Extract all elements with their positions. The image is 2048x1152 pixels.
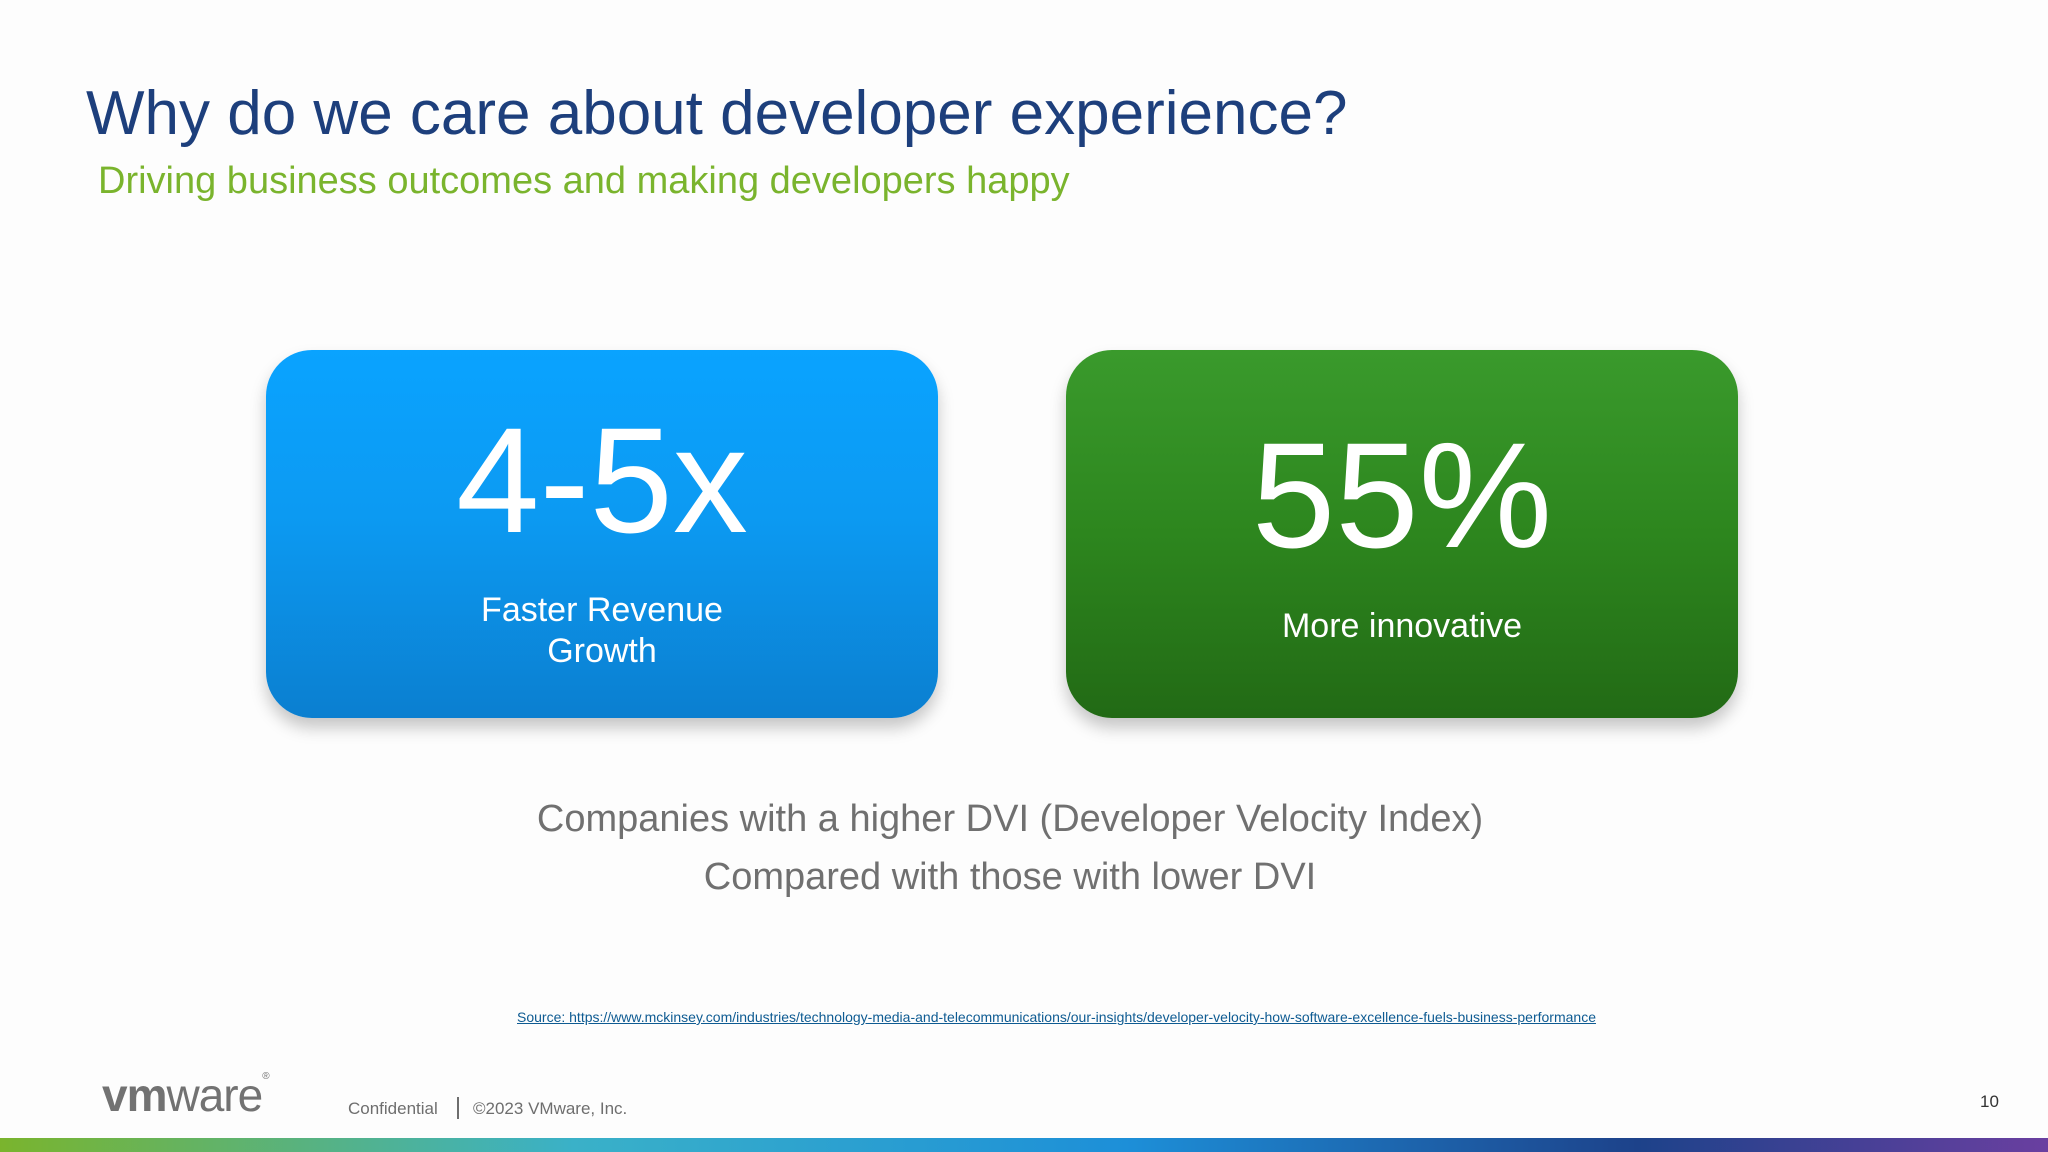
- logo-registered-mark: ®: [262, 1071, 269, 1082]
- stat-card-innovation: 55% More innovative: [1066, 350, 1738, 718]
- page-number: 10: [1980, 1092, 1999, 1111]
- vmware-logo: vmware®: [102, 1069, 270, 1121]
- stat-label-revenue: Faster Revenue Growth: [266, 590, 938, 672]
- source-link[interactable]: Source: https://www.mckinsey.com/industr…: [517, 1009, 1596, 1025]
- stat-card-revenue: 4-5x Faster Revenue Growth: [266, 350, 938, 718]
- stat-label-revenue-line1: Faster Revenue: [481, 591, 723, 629]
- caption-line-2: Compared with those with lower DVI: [703, 856, 1317, 898]
- brand-gradient-bar: [0, 1138, 2048, 1152]
- footer-copyright: ©2023 VMware, Inc.: [473, 1099, 628, 1118]
- footer-separator: [457, 1097, 459, 1119]
- footer-confidential: Confidential: [348, 1099, 438, 1118]
- stat-label-revenue-line2: Growth: [547, 632, 657, 670]
- slide-title: Why do we care about developer experienc…: [86, 79, 1348, 148]
- slide-subtitle: Driving business outcomes and making dev…: [98, 160, 1070, 202]
- stat-label-innovation: More innovative: [1281, 607, 1522, 645]
- stat-value-revenue: 4-5x: [456, 396, 748, 564]
- stat-value-innovation: 55%: [1251, 411, 1553, 579]
- caption-line-1: Companies with a higher DVI (Developer V…: [536, 798, 1484, 840]
- logo-vm: vm: [102, 1069, 167, 1121]
- logo-ware: ware: [166, 1069, 263, 1121]
